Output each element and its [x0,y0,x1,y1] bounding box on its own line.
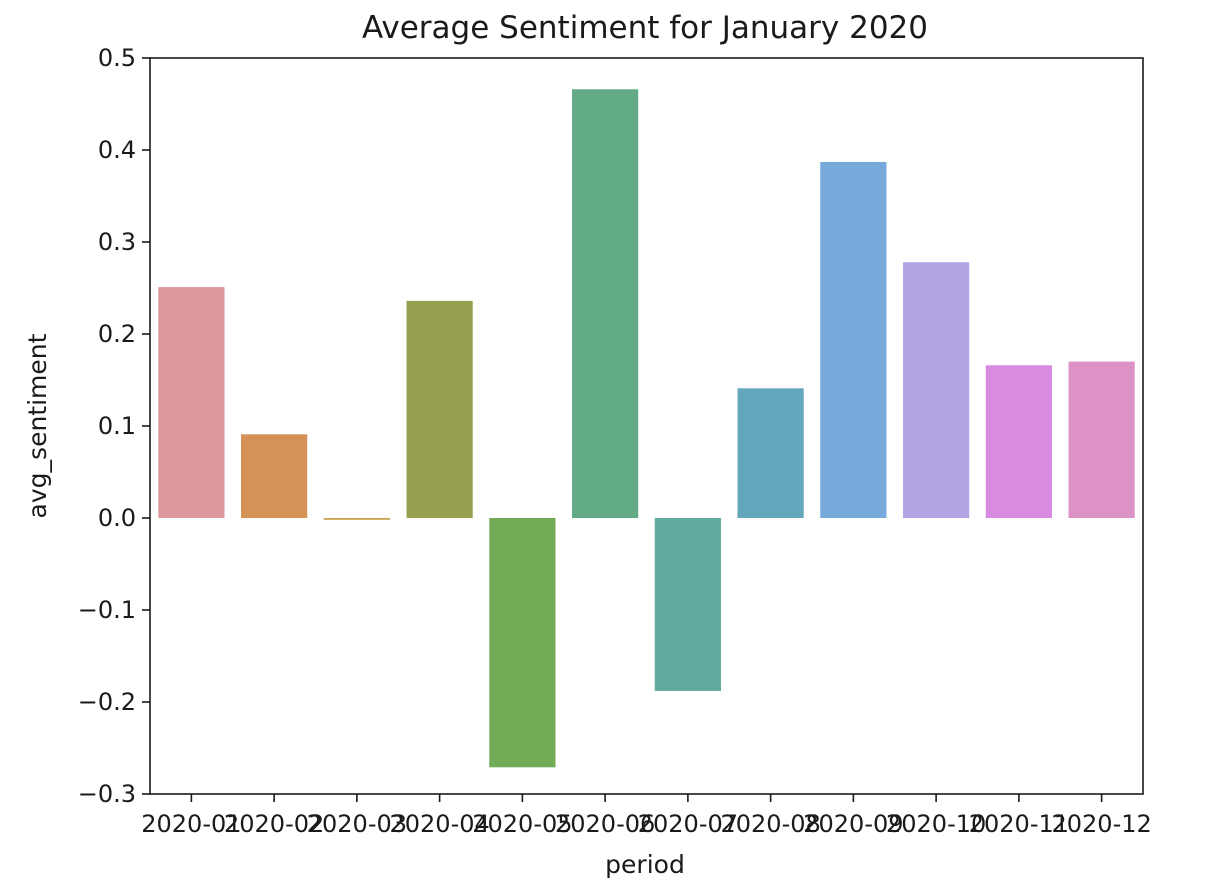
bar-2020-01 [158,287,225,518]
x-tick-label: 2020-08 [720,810,820,838]
bar-2020-09 [820,161,887,518]
y-tick-label: 0.4 [98,136,136,164]
y-tick-label: −0.1 [78,596,136,624]
x-tick-label: 2020-09 [803,810,903,838]
x-tick-label: 2020-04 [389,810,489,838]
bar-2020-02 [241,434,308,518]
x-tick-label: 2020-02 [224,810,324,838]
y-tick-label: 0.0 [98,504,136,532]
bar-2020-07 [654,518,721,691]
bar-2020-08 [737,388,804,518]
y-tick-label: 0.5 [98,44,136,72]
x-tick-label: 2020-12 [1051,810,1151,838]
y-tick-label: −0.2 [78,688,136,716]
x-tick-label: 2020-05 [472,810,572,838]
y-tick-label: 0.3 [98,228,136,256]
y-tick-label: 0.1 [98,412,136,440]
x-axis-label: period [605,850,685,879]
y-axis-label: avg_sentiment [23,333,52,518]
chart-title: Average Sentiment for January 2020 [362,10,928,46]
bar-2020-11 [985,365,1052,518]
bar-2020-06 [572,89,639,518]
bar-2020-10 [903,262,970,518]
bar-2020-03 [323,518,390,520]
x-tick-label: 2020-03 [307,810,407,838]
bars-layer [158,89,1135,768]
y-tick-label: 0.2 [98,320,136,348]
x-tick-label: 2020-06 [555,810,655,838]
bar-2020-04 [406,300,473,518]
bar-2020-12 [1068,361,1135,518]
x-axis: 2020-012020-022020-032020-042020-052020-… [141,794,1152,838]
x-tick-label: 2020-10 [886,810,986,838]
bar-2020-05 [489,518,556,768]
y-tick-label: −0.3 [78,780,136,808]
x-tick-label: 2020-01 [141,810,241,838]
x-tick-label: 2020-11 [969,810,1069,838]
x-tick-label: 2020-07 [638,810,738,838]
y-axis: −0.3 −0.2 −0.1 0.0 0.1 0.2 0.3 0.4 0.5 [78,44,150,808]
